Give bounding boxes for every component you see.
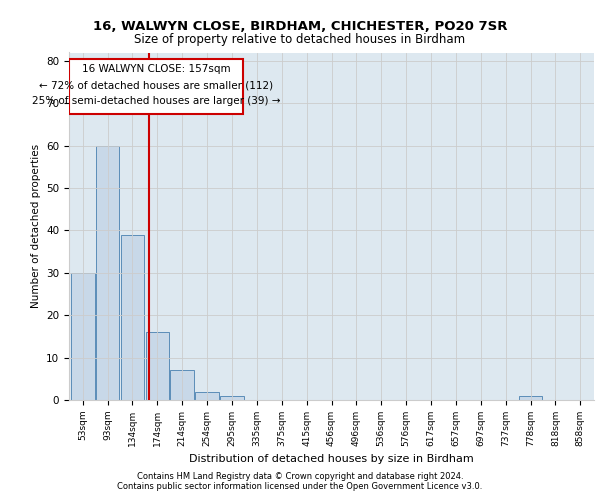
Bar bbox=[96, 146, 119, 400]
Bar bbox=[195, 392, 219, 400]
Bar bbox=[519, 396, 542, 400]
Bar bbox=[71, 273, 95, 400]
Bar bbox=[146, 332, 169, 400]
Text: Size of property relative to detached houses in Birdham: Size of property relative to detached ho… bbox=[134, 32, 466, 46]
Text: ← 72% of detached houses are smaller (112): ← 72% of detached houses are smaller (11… bbox=[39, 80, 273, 90]
Text: 25% of semi-detached houses are larger (39) →: 25% of semi-detached houses are larger (… bbox=[32, 96, 280, 106]
Bar bbox=[170, 370, 194, 400]
Text: Contains public sector information licensed under the Open Government Licence v3: Contains public sector information licen… bbox=[118, 482, 482, 491]
Text: 16 WALWYN CLOSE: 157sqm: 16 WALWYN CLOSE: 157sqm bbox=[82, 64, 230, 74]
FancyBboxPatch shape bbox=[69, 59, 243, 114]
Y-axis label: Number of detached properties: Number of detached properties bbox=[31, 144, 41, 308]
Bar bbox=[121, 234, 144, 400]
Text: Contains HM Land Registry data © Crown copyright and database right 2024.: Contains HM Land Registry data © Crown c… bbox=[137, 472, 463, 481]
Text: 16, WALWYN CLOSE, BIRDHAM, CHICHESTER, PO20 7SR: 16, WALWYN CLOSE, BIRDHAM, CHICHESTER, P… bbox=[93, 20, 507, 33]
Bar bbox=[220, 396, 244, 400]
X-axis label: Distribution of detached houses by size in Birdham: Distribution of detached houses by size … bbox=[189, 454, 474, 464]
